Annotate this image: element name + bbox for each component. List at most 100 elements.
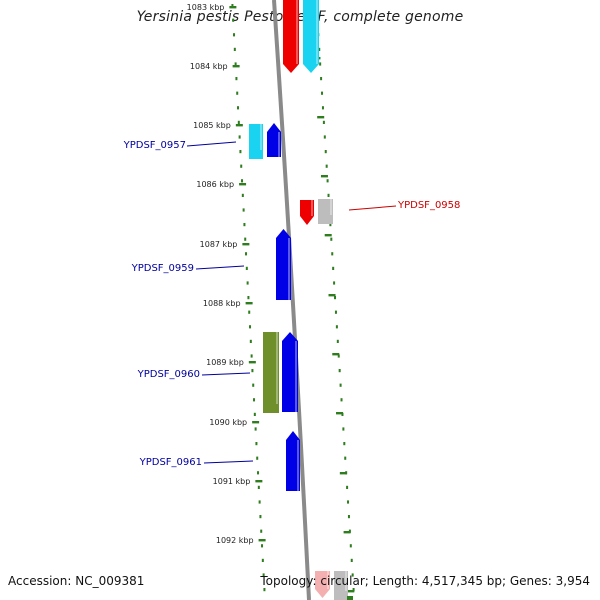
right-ruler-dot <box>349 544 352 548</box>
gene-cyan-top-shade <box>316 0 318 64</box>
right-ruler-dot <box>327 193 330 197</box>
left-ruler-dot <box>245 266 248 270</box>
gene-red-top <box>283 0 299 73</box>
left-ruler-dot <box>238 135 241 139</box>
left-ruler-dot <box>248 310 251 314</box>
kbp-tick-mark <box>245 302 253 305</box>
left-ruler-dot <box>256 456 259 460</box>
gene-red-0958-shade <box>311 200 313 216</box>
left-ruler-dot <box>244 237 247 241</box>
accession-text: Accession: NC_009381 <box>8 574 145 588</box>
left-ruler-dot <box>241 193 244 197</box>
kbp-tick-mark <box>258 539 266 542</box>
right-ruler-dot <box>342 427 345 431</box>
gene-blue-0961-shade <box>297 440 299 491</box>
genome-backbone <box>272 0 311 600</box>
left-ruler-dot <box>243 223 246 227</box>
left-ruler-dot <box>247 296 250 300</box>
left-ruler-dot <box>246 281 249 285</box>
gene-cyan-top <box>303 0 319 73</box>
gene-cyan-0957 <box>249 124 263 159</box>
ruler-major-tick <box>328 294 336 297</box>
gene-blue-0959 <box>276 229 291 300</box>
gene-blue-0957-shade <box>278 132 280 157</box>
kbp-tick-mark <box>252 421 260 424</box>
kbp-tick-mark <box>235 124 243 127</box>
ruler-major-tick <box>320 175 328 178</box>
left-ruler-dot <box>249 339 252 343</box>
left-ruler-dot <box>237 120 240 124</box>
kbp-label: 1090 kbp <box>209 418 247 427</box>
left-ruler-dot <box>233 33 236 37</box>
gene-blue-0961 <box>286 431 300 491</box>
right-ruler-dot <box>343 442 346 446</box>
gene-gray-0958-shade <box>330 199 332 215</box>
right-ruler-dot <box>338 369 341 373</box>
left-ruler-dot <box>240 164 243 168</box>
right-ruler-dot <box>323 135 326 139</box>
right-ruler-dot <box>321 91 324 95</box>
ruler-end-mark <box>347 596 353 600</box>
gene-pink-bottom-shade <box>327 571 329 589</box>
gene-label-ypdsf_0958: YPDSF_0958 <box>397 200 460 211</box>
left-ruler-dot <box>232 18 235 22</box>
left-ruler-dot <box>262 573 265 577</box>
left-ruler-dot <box>245 252 248 256</box>
gene-blue-0960 <box>282 332 298 412</box>
gene-cyan-0957-shade <box>260 124 262 150</box>
right-ruler-dot <box>350 558 353 562</box>
right-ruler-dot <box>339 383 342 387</box>
right-ruler-dot <box>336 339 339 343</box>
gene-label-leader <box>203 460 254 464</box>
genome-title: Yersinia pestis Pestoides F, complete ge… <box>136 9 464 25</box>
left-ruler-dot <box>254 427 257 431</box>
kbp-tick-mark <box>229 6 237 9</box>
left-ruler-dot <box>259 515 262 519</box>
gene-blue-0959-shade <box>288 238 290 300</box>
right-ruler-dot <box>351 573 354 577</box>
kbp-tick-mark <box>255 480 263 483</box>
right-ruler-dot <box>332 266 335 270</box>
gene-label-ypdsf_0960: YPDSF_0960 <box>137 369 200 380</box>
left-ruler-dot <box>242 208 245 212</box>
left-ruler-dot <box>261 544 264 548</box>
right-ruler-dot <box>335 325 338 329</box>
gene-label-ypdsf_0957: YPDSF_0957 <box>123 140 186 151</box>
right-ruler-dot <box>331 252 334 256</box>
gene-olive-0960-shade <box>276 332 278 404</box>
right-ruler-dot <box>346 485 349 489</box>
left-ruler-dot <box>257 485 260 489</box>
right-ruler-dot <box>340 398 343 402</box>
left-ruler-dot <box>261 558 264 562</box>
right-ruler-dot <box>347 500 350 504</box>
right-ruler-dot <box>321 106 324 110</box>
gene-gray-bottom-shade <box>345 571 347 591</box>
ruler-major-tick <box>339 472 347 475</box>
kbp-tick-mark <box>232 65 240 68</box>
right-ruler-dot <box>318 47 321 51</box>
left-ruler-dot <box>251 369 254 373</box>
ruler-major-tick <box>336 412 344 415</box>
right-ruler-dot <box>322 120 325 124</box>
left-ruler-dot <box>233 47 236 51</box>
left-ruler-dot <box>234 62 237 66</box>
gene-label-ypdsf_0961: YPDSF_0961 <box>139 457 202 468</box>
kbp-label: 1092 kbp <box>216 536 254 545</box>
left-ruler-dot <box>249 325 252 329</box>
right-ruler-dot <box>333 281 336 285</box>
gene-label-leader <box>201 372 251 376</box>
left-ruler-dot <box>235 77 238 81</box>
left-ruler-dot <box>257 471 260 475</box>
left-ruler-dot <box>252 383 255 387</box>
left-ruler-dot <box>258 500 261 504</box>
left-ruler-dot <box>263 588 266 592</box>
right-ruler-dot <box>319 62 322 66</box>
ruler-major-tick <box>332 353 340 356</box>
kbp-label: 1083 kbp <box>187 3 225 12</box>
ruler-major-tick <box>343 531 351 534</box>
kbp-label: 1089 kbp <box>206 358 244 367</box>
gene-label-leader <box>186 141 237 147</box>
gene-red-0958 <box>300 200 314 225</box>
right-ruler-dot <box>325 164 328 168</box>
